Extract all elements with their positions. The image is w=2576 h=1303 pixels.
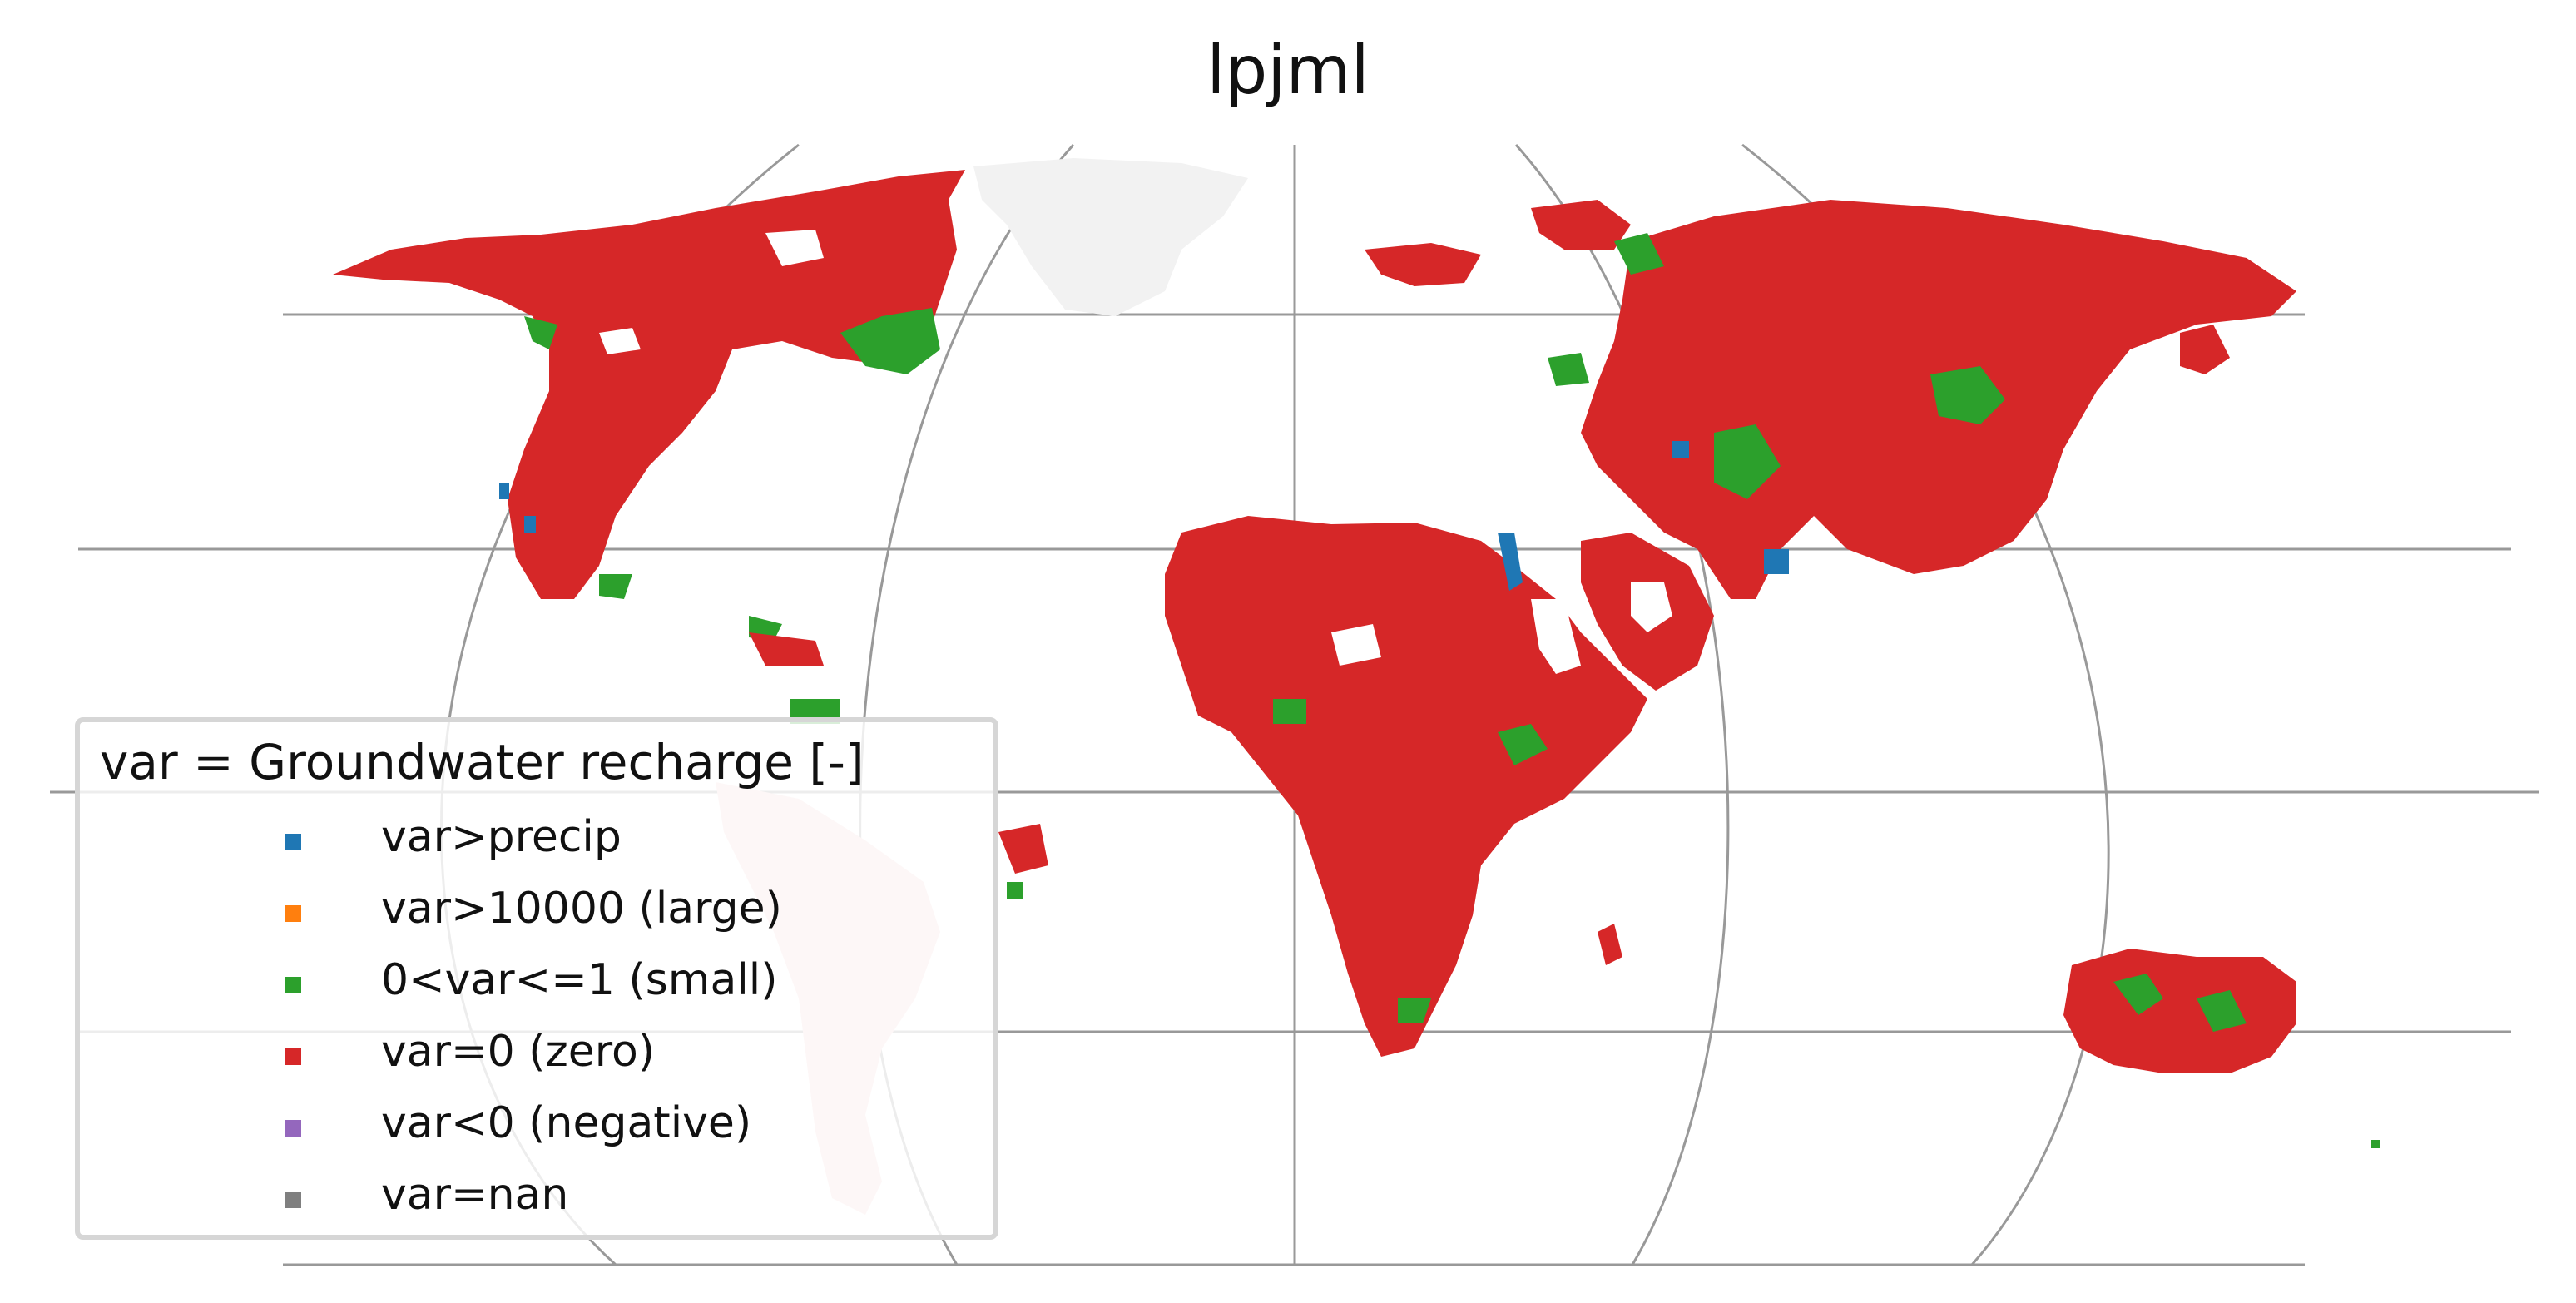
eurasia [1365,200,2296,599]
middle-east [1581,533,1714,691]
legend-swatch-precip [285,834,301,850]
greenland [973,158,1248,316]
legend-title: var = Groundwater recharge [-] [100,734,864,790]
legend-swatch-small [285,977,301,993]
legend-item-small: 0<var<=1 (small) [80,954,993,1020]
legend-item-precip: var>precip [80,810,993,877]
australia [2063,949,2380,1148]
legend: var = Groundwater recharge [-] var>preci… [75,717,998,1240]
legend-item-zero: var=0 (zero) [80,1025,993,1092]
legend-swatch-negative [285,1120,301,1137]
meridian-east-1 [1514,144,1730,1266]
legend-item-negative: var<0 (negative) [80,1097,993,1163]
legend-label: 0<var<=1 (small) [381,955,778,1005]
africa [1165,516,1647,1057]
legend-swatch-nan [285,1192,301,1208]
legend-label: var>10000 (large) [381,884,782,934]
legend-swatch-large [285,905,301,922]
legend-label: var<0 (negative) [381,1098,752,1148]
legend-label: var=0 (zero) [381,1027,656,1077]
legend-swatch-zero [285,1048,301,1065]
map-title: lpjml [1206,32,1370,109]
legend-label: var>precip [381,812,622,862]
legend-item-large: var>10000 (large) [80,882,993,949]
north-america [333,170,965,641]
legend-label: var=nan [381,1170,569,1220]
legend-item-nan: var=nan [80,1168,993,1235]
